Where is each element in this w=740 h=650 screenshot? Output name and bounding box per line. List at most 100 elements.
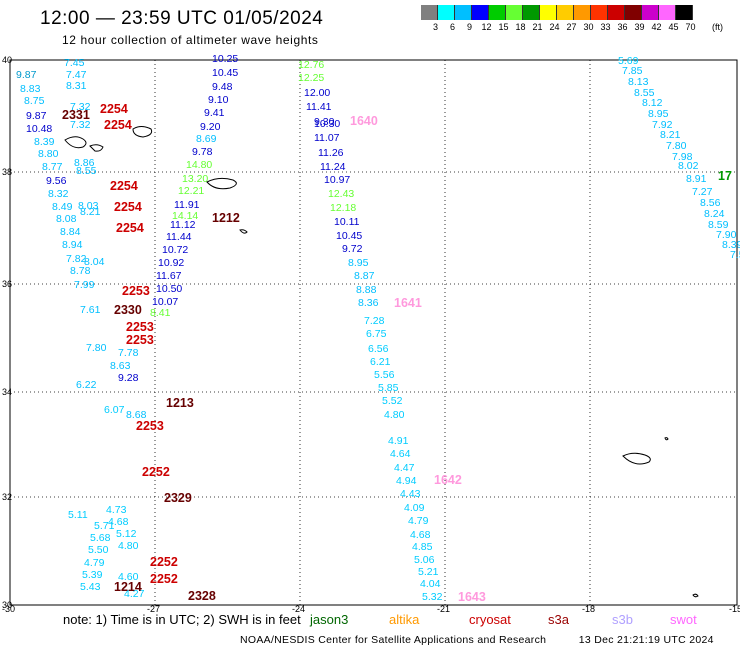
colorbar-label: 6 <box>449 22 455 32</box>
wave-height-value: 5.39 <box>82 569 103 581</box>
wave-height-value: 4.80 <box>118 540 139 552</box>
wave-height-value: 8.88 <box>356 284 377 296</box>
colorbar-label: 36 <box>617 22 628 32</box>
wave-height-value: 9.20 <box>200 121 221 133</box>
wave-height-value: 4.68 <box>108 516 129 528</box>
wave-height-value: 4.47 <box>394 462 415 474</box>
wave-height-value: 4.64 <box>390 448 411 460</box>
wave-height-value: 10.92 <box>158 257 184 269</box>
wave-height-value: 13.20 <box>182 173 208 185</box>
pass-time-label: 1642 <box>434 473 462 487</box>
wave-height-value: 8.36 <box>358 297 379 309</box>
colorbar-label: 42 <box>651 22 662 32</box>
wave-height-value: 5.32 <box>422 591 443 603</box>
wave-height-value: 4.85 <box>412 541 433 553</box>
azores-islands <box>64 126 699 598</box>
wave-height-value: 5.68 <box>90 532 111 544</box>
wave-height-value: 7.27 <box>692 186 713 198</box>
wave-height-value: 5.50 <box>88 544 109 556</box>
latitude-tick: 38 <box>2 167 12 177</box>
wave-height-value: 12.18 <box>330 202 356 214</box>
wave-height-value: 4.09 <box>404 502 425 514</box>
wave-height-value: 8.13 <box>628 76 649 88</box>
wave-height-value: 10.25 <box>212 53 238 65</box>
wave-height-value: 8.77 <box>42 161 63 173</box>
colorbar-swatch <box>506 5 523 20</box>
wave-height-value: 5.12 <box>116 528 137 540</box>
wave-height-value: 8.68 <box>126 409 147 421</box>
pass-time-label: 2254 <box>110 179 138 193</box>
island-3 <box>89 144 104 152</box>
colorbar-swatch <box>438 5 455 20</box>
wave-height-value: 9.41 <box>204 107 225 119</box>
pass-time-label: 2254 <box>114 200 142 214</box>
pass-time-label: 2253 <box>126 320 154 334</box>
wave-height-value: 7.32 <box>70 119 91 131</box>
map-title: 12:00 — 23:59 UTC 01/05/2024 <box>40 8 324 29</box>
wave-height-value: 5.56 <box>374 369 395 381</box>
longitude-tick: -30 <box>2 604 15 614</box>
wave-height-value: 4.04 <box>420 578 441 590</box>
island-6 <box>622 452 651 465</box>
pass-time-label: 2252 <box>150 555 178 569</box>
satellite-legend-jason3: jason3 <box>310 612 349 627</box>
wave-height-value: 11.91 <box>174 199 200 211</box>
wave-height-value: 4.79 <box>408 515 429 527</box>
colorbar-label: 12 <box>481 22 492 32</box>
colorbar-label: 15 <box>498 22 509 32</box>
wave-height-value: 14.80 <box>186 159 212 171</box>
pass-time-label: 2331 <box>62 108 90 122</box>
wave-height-value: 9.87 <box>16 69 37 81</box>
pass-time-label: 1641 <box>394 296 422 310</box>
wave-height-value: 11.26 <box>318 147 344 159</box>
wave-height-value: 6.21 <box>370 356 391 368</box>
colorbar-swatch <box>455 5 472 20</box>
wave-height-value: 11.24 <box>320 161 346 173</box>
wave-height-value: 5.52 <box>382 395 403 407</box>
wave-height-value: 7.28 <box>364 315 385 327</box>
colorbar-label: 3 <box>432 22 438 32</box>
longitude-tick: -21 <box>437 604 450 614</box>
wave-height-value: 8.04 <box>84 256 105 268</box>
wave-height-value: 11.44 <box>166 231 192 243</box>
latitude-tick: 36 <box>2 279 12 289</box>
wave-height-value: 8.95 <box>648 108 669 120</box>
wave-height-value: 5.69 <box>618 55 639 67</box>
wave-height-value: 8.31 <box>66 80 87 92</box>
colorbar-label: 9 <box>466 22 472 32</box>
wave-height-value: 7.82 <box>66 253 87 265</box>
pass-time-label: 2329 <box>164 491 192 505</box>
wave-height-value: 5.06 <box>414 554 435 566</box>
wave-height-value: 4.91 <box>388 435 409 447</box>
longitude-tick: -27 <box>147 604 160 614</box>
map-subtitle: 12 hour collection of altimeter wave hei… <box>62 33 319 47</box>
pass-time-label: 2254 <box>104 118 132 132</box>
wave-height-value: 7.78 <box>118 347 139 359</box>
wave-height-value: 9.48 <box>212 81 233 93</box>
colorbar-swatch <box>625 5 642 20</box>
wave-height-value: 9.10 <box>208 94 229 106</box>
wave-height-value: 10.30 <box>314 118 340 130</box>
pass-time-label: 2252 <box>150 572 178 586</box>
axis-ticks: -30 -27 -24 -21 -18 -15 40 38 36 34 32 30 <box>2 55 740 614</box>
island-7 <box>664 437 669 441</box>
wave-height-value: 4.73 <box>106 504 127 516</box>
colorbar-swatch <box>608 5 625 20</box>
wave-height-values: 9.87 7.457.47 8.83 8.31 8.75 9.87 7.32 10.48 7.3… <box>16 53 740 603</box>
wave-height-value: 4.27 <box>124 588 145 600</box>
wave-height-value: 7.80 <box>86 342 107 354</box>
wave-height-value: 8.87 <box>354 270 375 282</box>
wave-height-value: 8.94 <box>62 239 83 251</box>
pass-time-label: 2253 <box>126 333 154 347</box>
pass-time-label: 1214 <box>114 580 142 594</box>
wave-height-value: 8.63 <box>110 360 131 372</box>
wave-height-value: 5.21 <box>418 566 439 578</box>
longitude-tick: -24 <box>292 604 305 614</box>
wave-height-value: 8.75 <box>24 95 45 107</box>
wave-height-value: 7.80 <box>666 140 687 152</box>
wave-height-value: 5.11 <box>68 509 88 521</box>
longitude-tick: -15 <box>729 604 740 614</box>
colorbar-swatch <box>472 5 489 20</box>
wave-height-value: 10.45 <box>212 67 238 79</box>
wave-height-value: 8.02 <box>678 160 699 172</box>
